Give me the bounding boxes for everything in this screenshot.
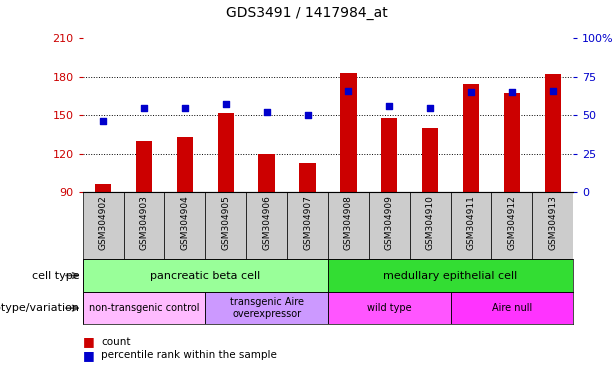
Text: ■: ■ <box>83 349 94 362</box>
Text: non-transgenic control: non-transgenic control <box>89 303 199 313</box>
Text: wild type: wild type <box>367 303 411 313</box>
FancyBboxPatch shape <box>409 192 451 259</box>
Point <box>262 109 272 115</box>
FancyBboxPatch shape <box>369 192 409 259</box>
Point <box>466 89 476 95</box>
Bar <box>381 118 397 192</box>
Text: GSM304911: GSM304911 <box>466 195 476 250</box>
Bar <box>504 93 520 192</box>
Bar <box>83 259 328 292</box>
FancyBboxPatch shape <box>124 192 164 259</box>
Text: count: count <box>101 337 131 347</box>
FancyBboxPatch shape <box>164 192 205 259</box>
Text: GSM304906: GSM304906 <box>262 195 271 250</box>
Text: GSM304913: GSM304913 <box>548 195 557 250</box>
Bar <box>328 292 451 324</box>
Text: medullary epithelial cell: medullary epithelial cell <box>383 270 518 281</box>
Text: GSM304907: GSM304907 <box>303 195 312 250</box>
FancyBboxPatch shape <box>451 192 492 259</box>
Point <box>507 89 517 95</box>
FancyBboxPatch shape <box>328 192 369 259</box>
Text: cell type: cell type <box>32 270 80 281</box>
Point <box>343 88 353 94</box>
Bar <box>95 184 112 192</box>
Bar <box>328 259 573 292</box>
Text: genotype/variation: genotype/variation <box>0 303 80 313</box>
Point <box>180 104 190 111</box>
FancyBboxPatch shape <box>492 192 532 259</box>
Bar <box>544 74 561 192</box>
Point <box>221 101 230 108</box>
Point <box>425 104 435 111</box>
Bar <box>136 141 152 192</box>
FancyBboxPatch shape <box>205 192 246 259</box>
Text: GDS3491 / 1417984_at: GDS3491 / 1417984_at <box>226 7 387 20</box>
Point <box>303 112 313 118</box>
Text: GSM304903: GSM304903 <box>140 195 148 250</box>
Bar <box>259 154 275 192</box>
Text: Aire null: Aire null <box>492 303 532 313</box>
Text: percentile rank within the sample: percentile rank within the sample <box>101 350 277 360</box>
Text: GSM304912: GSM304912 <box>508 195 516 250</box>
Text: transgenic Aire
overexpressor: transgenic Aire overexpressor <box>230 297 303 319</box>
Bar <box>83 292 205 324</box>
Text: ■: ■ <box>83 335 94 348</box>
FancyBboxPatch shape <box>246 192 287 259</box>
Bar <box>205 292 328 324</box>
Point <box>548 88 558 94</box>
Text: GSM304908: GSM304908 <box>344 195 353 250</box>
Text: GSM304902: GSM304902 <box>99 195 108 250</box>
Text: pancreatic beta cell: pancreatic beta cell <box>150 270 261 281</box>
Point <box>384 103 394 109</box>
Bar <box>340 73 357 192</box>
FancyBboxPatch shape <box>83 192 124 259</box>
Bar <box>463 84 479 192</box>
Text: GSM304910: GSM304910 <box>425 195 435 250</box>
FancyBboxPatch shape <box>532 192 573 259</box>
Bar <box>451 292 573 324</box>
Bar <box>218 113 234 192</box>
Bar <box>177 137 193 192</box>
Text: GSM304909: GSM304909 <box>385 195 394 250</box>
Text: GSM304905: GSM304905 <box>221 195 230 250</box>
Point <box>139 104 149 111</box>
Bar <box>299 162 316 192</box>
Bar <box>422 128 438 192</box>
Text: GSM304904: GSM304904 <box>180 195 189 250</box>
Point <box>98 118 108 124</box>
FancyBboxPatch shape <box>287 192 328 259</box>
